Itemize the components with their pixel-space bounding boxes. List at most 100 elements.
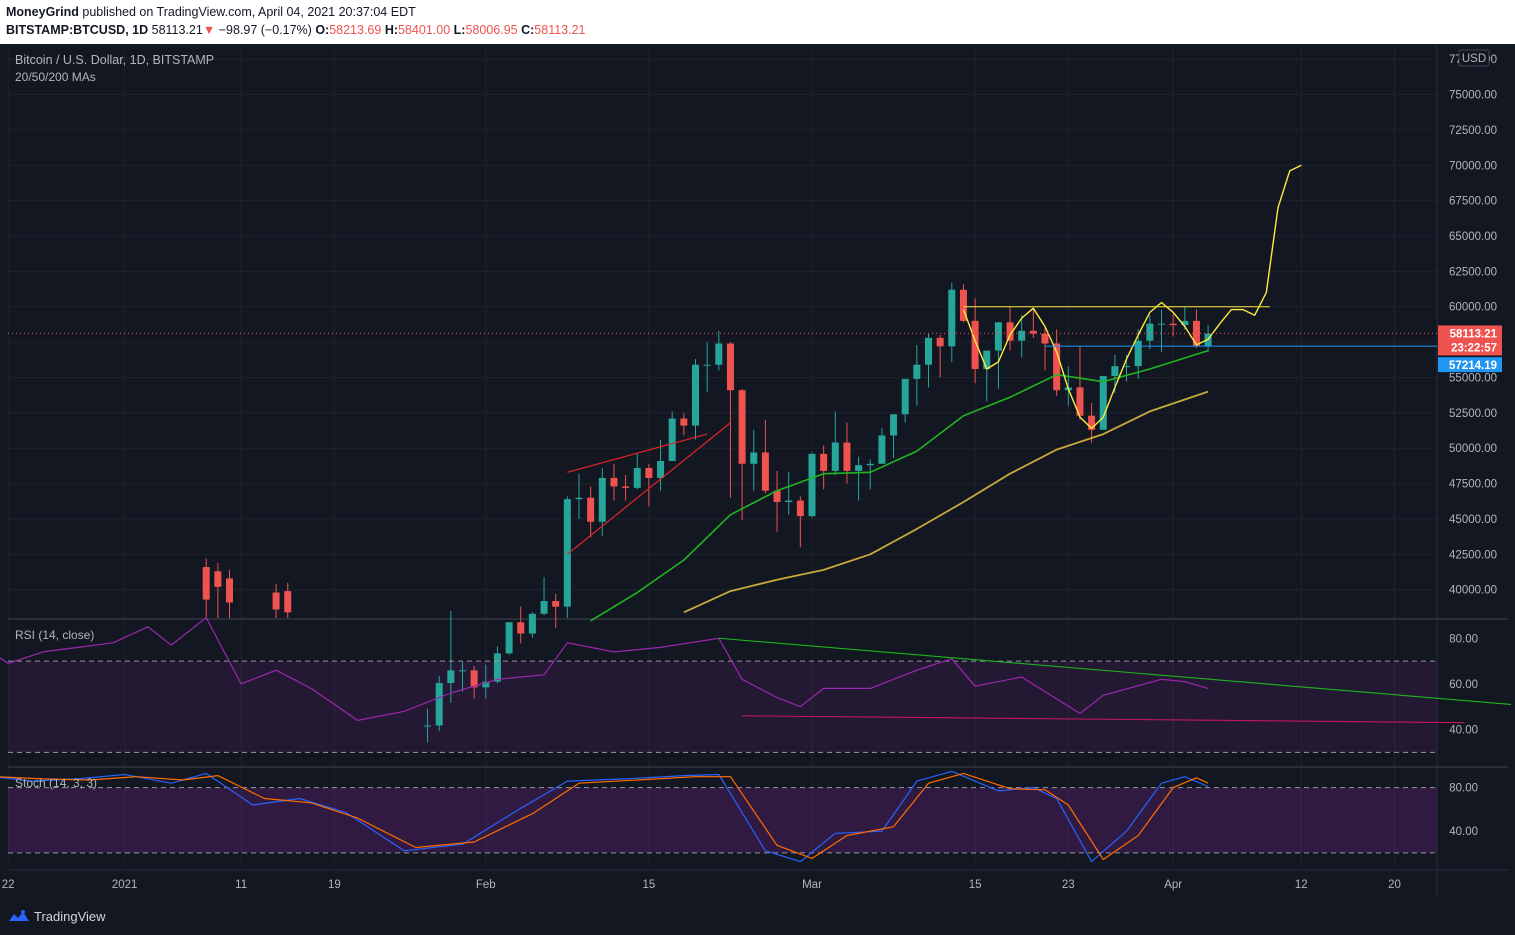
rsi-tick-label: 80.00 (1449, 633, 1478, 645)
candle-body (424, 725, 432, 727)
candle-body (948, 289, 956, 347)
candle-body (470, 670, 478, 688)
rsi-trendline-high (718, 637, 1512, 705)
price-axis[interactable]: 77500.0075000.0072500.0070000.0067500.00… (1449, 49, 1497, 838)
candle-body (1076, 387, 1084, 416)
price-tick-label: 50000.00 (1449, 443, 1497, 455)
candle-body (1053, 343, 1061, 391)
time-tick-label: 2021 (112, 879, 138, 891)
author-name[interactable]: MoneyGrind (6, 5, 79, 19)
open-label: O: (315, 23, 330, 37)
rsi-background (8, 661, 1437, 753)
candle-body (1099, 376, 1107, 430)
candle-body (1111, 366, 1119, 377)
candle-body (808, 453, 816, 517)
time-tick-label: Feb (476, 879, 496, 891)
price-tick-label: 45000.00 (1449, 514, 1497, 526)
close-value: 58113.21 (534, 23, 586, 37)
rsi-tick-label: 40.00 (1449, 725, 1478, 737)
candle-body (703, 364, 711, 366)
price-tick-label: 52500.00 (1449, 408, 1497, 420)
candle-body (540, 601, 548, 614)
candle-body (692, 364, 699, 426)
projection-path (962, 164, 1302, 430)
rsi-pane (0, 617, 1512, 753)
stoch-band-fill (8, 787, 1437, 853)
tradingview-brand[interactable]: TradingView (34, 909, 106, 924)
price-tick-label: 47500.00 (1449, 479, 1497, 491)
rsi-trendline-low (742, 715, 1465, 724)
candle-body (482, 681, 490, 688)
time-tick-label: 23 (1062, 879, 1075, 891)
candle-body (901, 378, 909, 415)
chart-canvas[interactable]: 77500.0075000.0072500.0070000.0067500.00… (0, 0, 1515, 898)
ma50-line (683, 390, 1209, 614)
time-tick-label: 19 (328, 879, 341, 891)
candle-body (657, 460, 665, 478)
price-change: −98.97 (−0.17%) (218, 23, 312, 37)
candle-body (971, 320, 979, 369)
stoch-tick-label: 40.00 (1449, 826, 1478, 838)
candle-body (552, 601, 560, 607)
candle-body (761, 452, 769, 491)
candle-body (668, 418, 676, 461)
candle-body (563, 499, 571, 607)
published-text: published on TradingView.com, April 04, … (82, 5, 416, 19)
price-tick-label: 60000.00 (1449, 302, 1497, 314)
price-tick-label: 67500.00 (1449, 196, 1497, 208)
candle-body (1134, 340, 1142, 367)
ma20-line (590, 349, 1209, 622)
candle-body (785, 500, 793, 502)
candle-body (890, 414, 898, 436)
candle-body (587, 497, 595, 522)
price-tick-label: 55000.00 (1449, 372, 1497, 384)
rising-wedge-line (566, 422, 731, 555)
current-price-tag (1438, 325, 1502, 356)
stoch-d-line (0, 772, 1209, 861)
time-tick-label: 20 (1388, 879, 1401, 891)
time-tick-label: 22 (2, 879, 15, 891)
last-price: 58113.21 (151, 23, 203, 37)
candle-body (598, 477, 606, 522)
ma-indicator-label: 20/50/200 MAs (15, 70, 96, 84)
candle-body (1029, 330, 1037, 334)
rsi-band-fill (8, 661, 1437, 753)
drawings (8, 164, 1437, 555)
candle-body (983, 350, 991, 369)
candle-body (459, 670, 466, 672)
candle-body (633, 468, 641, 488)
price-tick-label: 40000.00 (1449, 585, 1497, 597)
candle-body (528, 613, 536, 634)
time-tick-label: 11 (235, 879, 247, 891)
candle-body (1018, 330, 1026, 341)
high-label: H: (384, 23, 399, 37)
candle-body (936, 337, 944, 347)
rsi-tick-label: 60.00 (1449, 679, 1478, 691)
candle-body (843, 442, 851, 471)
tradingview-logo-icon[interactable] (8, 909, 30, 925)
price-tags: 58113.21 23:22:57 57214.19 (1438, 325, 1502, 373)
candle-body (505, 622, 513, 654)
candle-countdown: 23:22:57 (1451, 342, 1497, 354)
price-tick-label: 75000.00 (1449, 90, 1497, 102)
price-tick-label: 62500.00 (1449, 266, 1497, 278)
price-tick-label: 65000.00 (1449, 231, 1497, 243)
stoch-k-line (0, 770, 1209, 863)
time-axis[interactable]: 142220211119Feb15Mar1523Apr1220 (0, 879, 1401, 891)
time-tick-label: 15 (969, 879, 982, 891)
symbol-label: BITSTAMP:BTCUSD, 1D (6, 23, 149, 37)
stoch-background (8, 787, 1437, 853)
stoch-pane (0, 770, 1437, 863)
candle-body (866, 463, 874, 466)
candle-body (610, 477, 618, 487)
candle-body (1158, 323, 1165, 325)
price-tick-label: 72500.00 (1449, 125, 1497, 137)
currency-box (1458, 49, 1490, 67)
support-price-value: 57214.19 (1449, 360, 1497, 372)
price-tick-label: 70000.00 (1449, 160, 1497, 172)
candle-body (1041, 333, 1049, 344)
low-value: 58006.95 (465, 23, 518, 37)
currency-label: USD (1462, 53, 1486, 65)
rsi-line (0, 617, 1209, 722)
candle-body (493, 653, 501, 682)
